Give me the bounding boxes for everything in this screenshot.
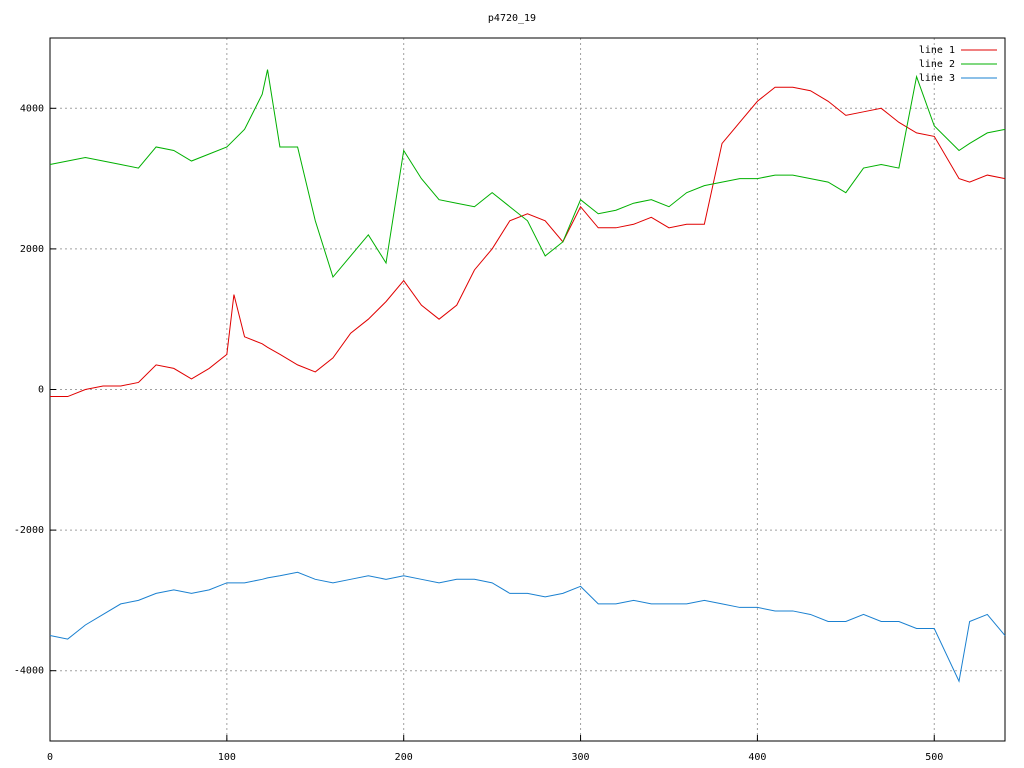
data-line — [49, 571, 1006, 683]
x-tick-label: 200 — [395, 752, 413, 763]
y-tick-label: 0 — [38, 385, 44, 396]
plot-border — [49, 37, 1006, 742]
y-tick-label: 4000 — [20, 103, 44, 114]
legend-label: line 2 — [919, 59, 955, 70]
x-tick-label: 300 — [572, 752, 590, 763]
y-tick-label: -2000 — [14, 525, 44, 536]
chart-title: p4720_19 — [488, 13, 536, 24]
x-tick-label: 400 — [748, 752, 766, 763]
y-tick-label: -4000 — [14, 666, 44, 677]
x-tick-label: 0 — [47, 752, 53, 763]
data-line — [50, 86, 1006, 398]
x-tick-label: 100 — [218, 752, 236, 763]
legend-label: line 1 — [919, 45, 955, 56]
y-tick-label: 2000 — [20, 244, 44, 255]
data-line — [49, 69, 1006, 279]
x-tick-label: 500 — [925, 752, 943, 763]
legend-label: line 3 — [919, 73, 955, 84]
